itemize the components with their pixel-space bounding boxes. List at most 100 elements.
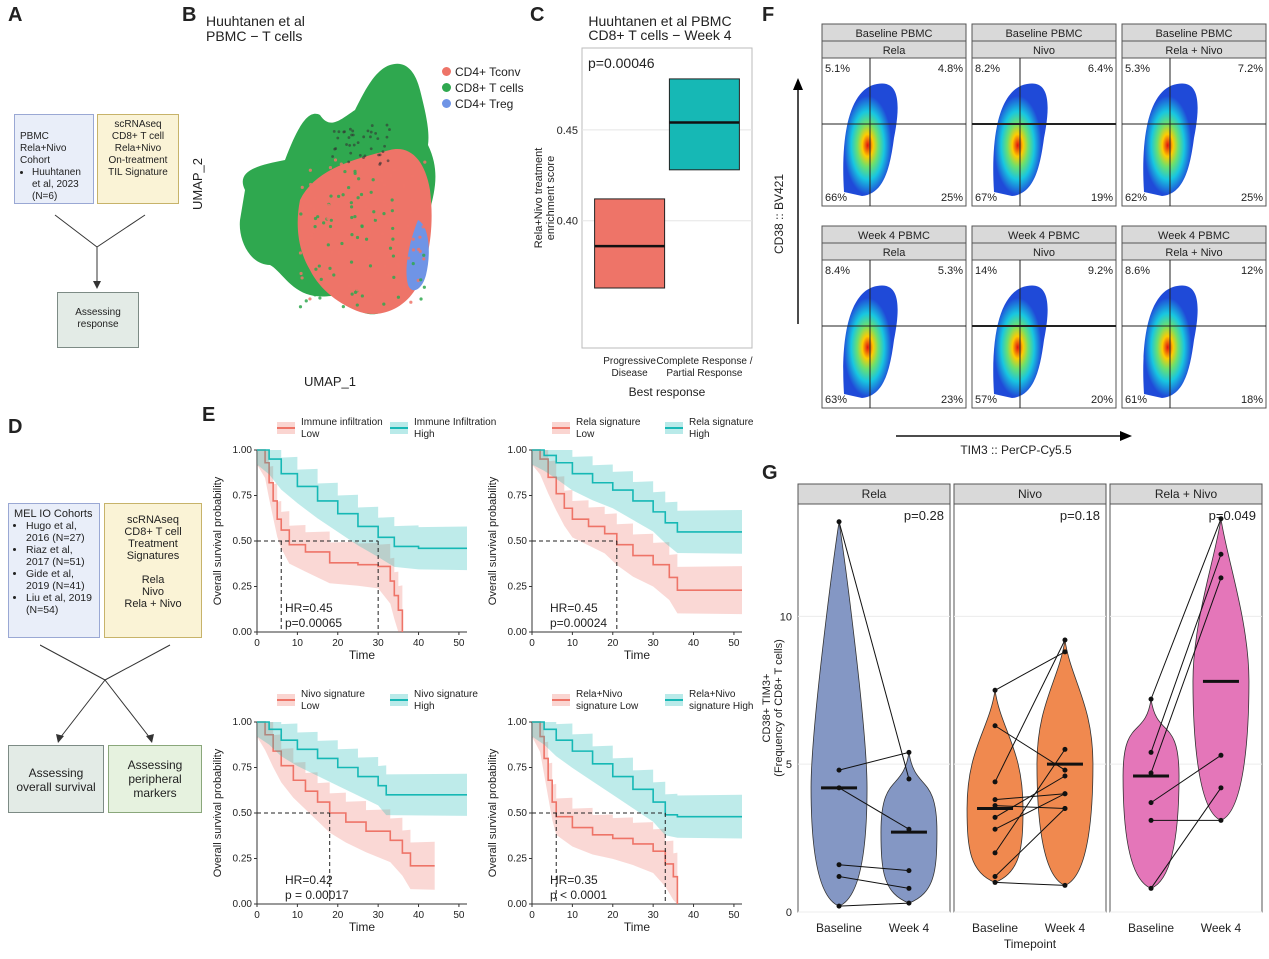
- umap-point: [395, 262, 400, 266]
- data-point: [836, 874, 842, 880]
- umap-point: [352, 143, 356, 147]
- umap-point: [366, 129, 370, 133]
- umap-point: [322, 221, 326, 225]
- umap-dots: [298, 123, 427, 309]
- umap-point: [356, 196, 360, 200]
- legend-label-high: High: [414, 429, 435, 440]
- umap-point: [305, 196, 309, 201]
- x-tick-label: Baseline: [972, 921, 1018, 935]
- umap-point: [383, 183, 387, 187]
- umap-point: [389, 206, 393, 210]
- umap-point: [309, 204, 313, 208]
- panel-label-e: E: [202, 404, 216, 426]
- umap-point: [386, 273, 390, 277]
- data-point: [906, 826, 912, 832]
- data-point: [1062, 882, 1068, 888]
- legend-swatch-low: [277, 694, 295, 706]
- x-tick-label: 10: [567, 638, 579, 649]
- data-point: [1148, 885, 1154, 891]
- y-tick-label: 0.25: [508, 854, 528, 865]
- umap-cluster-cd4-tconv: [297, 149, 432, 314]
- strip-label-time: Week 4 PBMC: [1008, 230, 1080, 242]
- strip-label-treatment: Rela + Nivo: [1165, 45, 1222, 57]
- umap-point: [389, 173, 393, 178]
- strip-label-time: Baseline PBMC: [1005, 28, 1082, 40]
- y-axis-label: CD38+ TIM3+ (Frequency of CD8+ T cells): [761, 639, 785, 776]
- panel-d-result-markers: Assessing peripheral markers: [108, 745, 202, 813]
- km-curve-high: [257, 721, 467, 796]
- umap-point: [353, 214, 357, 219]
- y-tick-label: 0: [786, 907, 792, 919]
- y-tick-label: 0.75: [508, 491, 528, 502]
- p-value: p=0.28: [904, 508, 944, 523]
- pair-line: [994, 775, 1066, 818]
- umap-point: [373, 218, 377, 222]
- umap-point: [410, 198, 414, 202]
- umap-point: [382, 200, 386, 204]
- umap-point: [301, 206, 305, 211]
- data-point: [836, 519, 842, 525]
- umap-point: [319, 277, 323, 281]
- y-tick-label: 0.40: [557, 216, 578, 228]
- umap-point: [313, 225, 317, 229]
- umap-point: [374, 131, 378, 135]
- panel-d-arrows: [40, 644, 171, 743]
- x-tick-label: 20: [607, 638, 619, 649]
- umap-point: [312, 207, 316, 211]
- umap-point: [422, 257, 426, 261]
- p-value: p=0.049: [1209, 508, 1256, 523]
- umap-point: [327, 259, 331, 263]
- y-axis-label-text: Overall survival probability: [212, 748, 224, 877]
- legend-swatch-high: [665, 694, 683, 706]
- umap-point: [309, 225, 314, 229]
- x-tick-label: 50: [728, 910, 740, 921]
- x-axis-label: Time: [349, 648, 376, 662]
- panel-e-km-grid: Immune infiltration Low Immune Infiltratio…: [205, 410, 760, 955]
- umap-point: [330, 250, 334, 254]
- data-point: [1218, 551, 1224, 557]
- km-curve-high: [532, 449, 742, 533]
- umap-point: [347, 160, 351, 164]
- x-tick-label: 40: [688, 910, 700, 921]
- y-tick-label: 0.50: [508, 536, 528, 547]
- panel-a-method-box: scRNAseq CD8+ T cell Rela+Nivo On-treatm…: [97, 114, 179, 204]
- data-point: [1062, 791, 1068, 797]
- y-tick-label: 1.00: [508, 445, 528, 456]
- umap-point: [383, 264, 387, 268]
- umap-point: [349, 205, 354, 209]
- quadrant-ll: 61%: [1125, 394, 1147, 406]
- data-point: [836, 903, 842, 909]
- pair-line: [994, 651, 1066, 691]
- y-tick-label: 0.50: [233, 808, 253, 819]
- x-axis-label: Best response: [629, 385, 706, 399]
- x-axis-label: Time: [624, 920, 651, 934]
- hazard-ratio: HR=0.45: [285, 601, 333, 615]
- umap-point: [300, 185, 304, 190]
- legend-label-high: signature High: [689, 701, 753, 712]
- umap-point: [316, 180, 320, 184]
- umap-point: [317, 264, 321, 268]
- legend-swatch-high: [390, 694, 408, 706]
- umap-point: [388, 246, 393, 250]
- umap-point: [355, 288, 360, 292]
- legend-label-low: Rela+Nivo: [576, 689, 623, 700]
- umap-point: [309, 232, 314, 236]
- data-point: [1148, 817, 1154, 823]
- umap-point: [318, 296, 322, 300]
- x-tick-label: 50: [453, 910, 465, 921]
- panel-a-cohort-bullet: Huuhtanen et al, 2023 (N=6): [32, 167, 88, 203]
- umap-point: [411, 237, 415, 241]
- y-axis-label: Overall survival probability: [487, 748, 499, 877]
- violin-svg: 0 5 10 CD38+ TIM3+ (Frequency of CD8+ T cell…: [761, 483, 1263, 951]
- x-tick-label: 10: [292, 910, 304, 921]
- legend-swatch-low: [552, 422, 570, 434]
- umap-point: [388, 128, 391, 131]
- km-curve-low: [257, 449, 404, 632]
- umap-point: [308, 290, 312, 294]
- data-point: [1218, 752, 1224, 758]
- x-tick-label: Progressive: [603, 356, 656, 367]
- umap-point: [377, 213, 381, 218]
- data-point: [1218, 817, 1224, 823]
- umap-point: [393, 168, 397, 172]
